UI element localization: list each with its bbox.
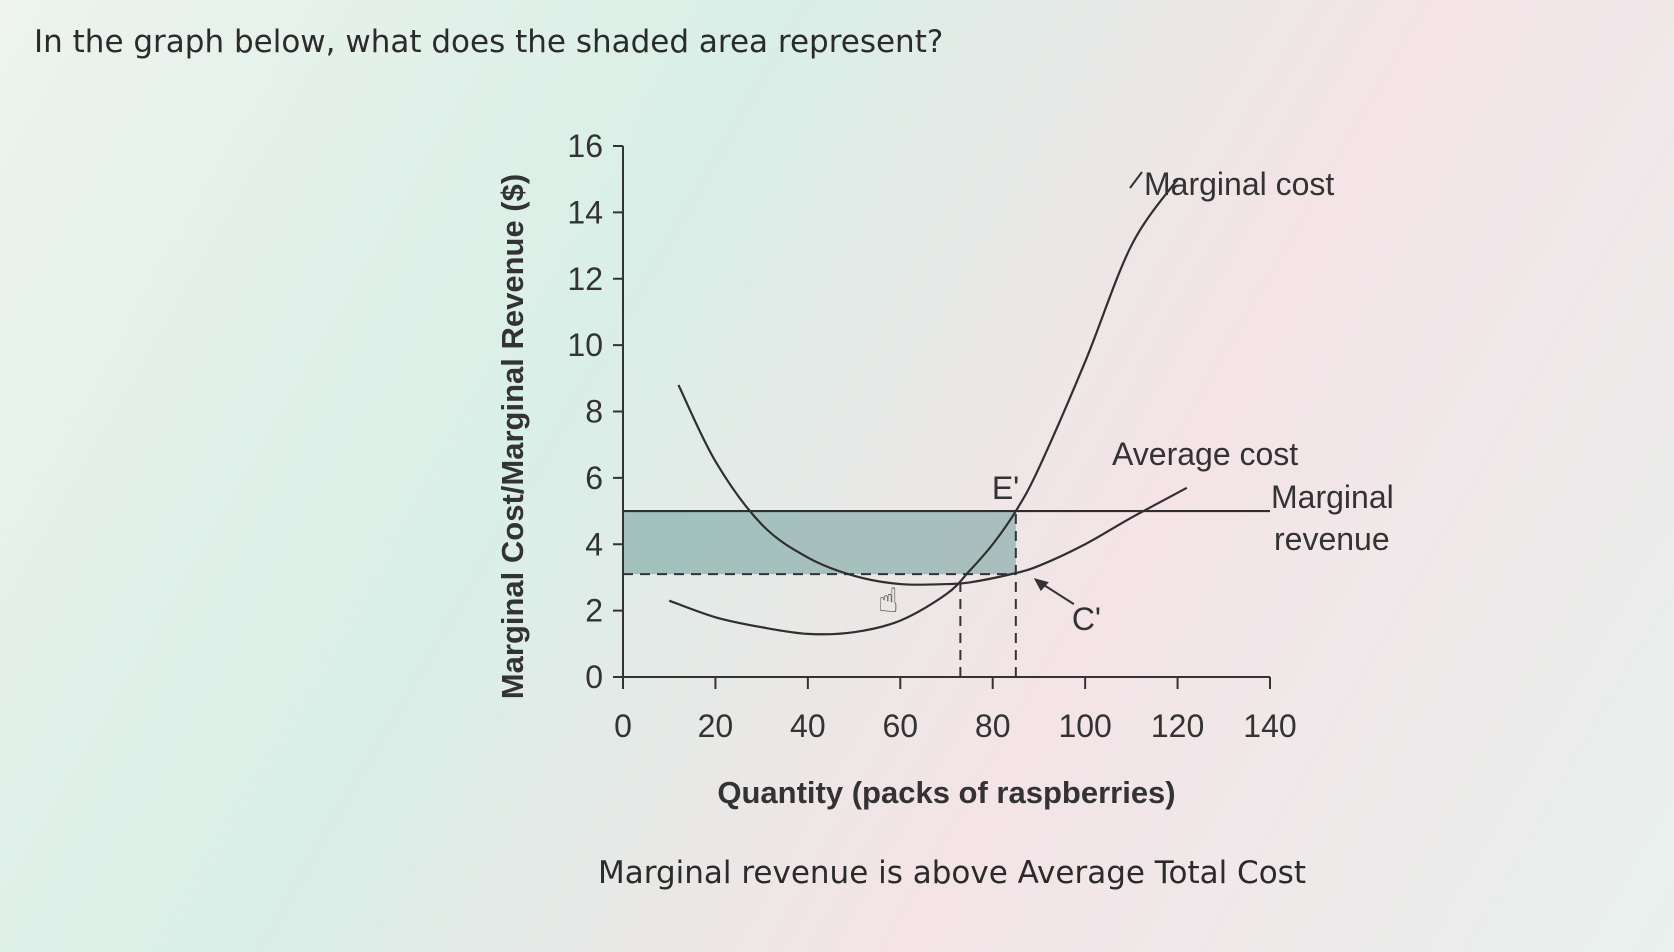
x-tick-label: 100 xyxy=(1058,708,1111,744)
y-tick-label: 6 xyxy=(585,460,603,496)
x-tick-label: 120 xyxy=(1151,708,1204,744)
y-tick-label: 2 xyxy=(585,593,603,629)
point-c-prime-label: C' xyxy=(1072,601,1101,637)
average-cost-curve xyxy=(677,384,1188,586)
point-e-prime-label: E' xyxy=(992,470,1019,506)
y-tick-label: 8 xyxy=(585,394,603,430)
y-tick-label: 4 xyxy=(585,526,603,562)
x-tick-label: 20 xyxy=(698,708,734,744)
y-tick-label: 10 xyxy=(567,327,603,363)
hand-cursor-icon: ☝ xyxy=(878,581,899,621)
marginal-cost-label-leader xyxy=(1129,171,1143,189)
marginal-revenue-label: revenue xyxy=(1274,521,1390,557)
x-tick-label: 40 xyxy=(790,708,826,744)
marginal-cost-label: Marginal cost xyxy=(1144,166,1334,202)
x-tick-label: 0 xyxy=(614,708,632,744)
y-tick-label: 14 xyxy=(567,194,603,230)
x-tick-label: 60 xyxy=(882,708,918,744)
x-tick-label: 140 xyxy=(1243,708,1296,744)
y-axis-title: Marginal Cost/Marginal Revenue ($) xyxy=(495,174,530,699)
question-text: In the graph below, what does the shaded… xyxy=(34,24,944,60)
answer-text: Marginal revenue is above Average Total … xyxy=(598,855,1306,891)
x-axis-title: Quantity (packs of raspberries) xyxy=(717,775,1175,810)
average-cost-label: Average cost xyxy=(1112,436,1298,472)
x-tick-label: 80 xyxy=(975,708,1011,744)
marginal-revenue-label: Marginal xyxy=(1271,479,1394,515)
shaded-area xyxy=(623,511,1016,575)
y-tick-label: 16 xyxy=(567,128,603,164)
marginal-cost-curve xyxy=(668,178,1179,636)
y-tick-label: 0 xyxy=(585,659,603,695)
y-tick-label: 12 xyxy=(567,261,603,297)
point-c-prime-arrowhead xyxy=(1033,578,1049,592)
